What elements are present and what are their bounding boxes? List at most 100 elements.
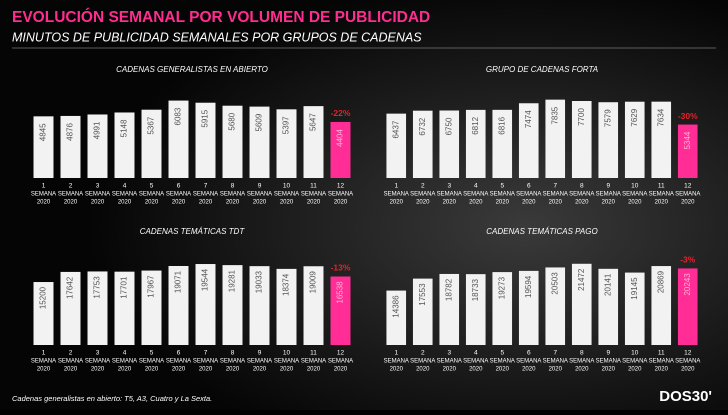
x-tick-label-line2: SEMANA bbox=[569, 359, 594, 365]
x-tick-label-line2: SEMANA bbox=[220, 192, 245, 198]
x-tick-label-line2: SEMANA bbox=[58, 359, 83, 365]
bar bbox=[598, 102, 619, 178]
value-label: 17967 bbox=[147, 275, 156, 298]
bar bbox=[222, 105, 243, 178]
x-tick-label-line3: 2020 bbox=[655, 367, 669, 373]
change-label: -13% bbox=[331, 263, 351, 273]
bar bbox=[33, 282, 54, 345]
bar bbox=[141, 270, 162, 345]
x-tick-label-line2: SEMANA bbox=[139, 359, 164, 365]
x-tick-label: 3 bbox=[447, 183, 451, 190]
x-tick-label: 1 bbox=[394, 183, 398, 190]
x-tick-label: 3 bbox=[96, 350, 100, 357]
x-tick-label-line2: SEMANA bbox=[437, 359, 462, 365]
bar bbox=[386, 113, 407, 178]
x-tick-label-line3: 2020 bbox=[549, 367, 563, 373]
x-tick-label-line2: SEMANA bbox=[437, 192, 462, 198]
x-tick-label-line2: SEMANA bbox=[85, 359, 110, 365]
value-label: 19033 bbox=[255, 270, 264, 293]
x-tick-label-line2: SEMANA bbox=[410, 359, 435, 365]
value-label: 19009 bbox=[309, 271, 318, 294]
x-tick-label-line3: 2020 bbox=[681, 200, 695, 206]
x-tick-label-line2: SEMANA bbox=[166, 192, 191, 198]
value-label: 21472 bbox=[577, 268, 586, 291]
change-label: -3% bbox=[680, 255, 696, 265]
x-tick-label-line3: 2020 bbox=[172, 367, 186, 373]
x-tick-label-line3: 2020 bbox=[416, 367, 430, 373]
x-tick-label-line2: SEMANA bbox=[274, 359, 299, 365]
x-tick-label-line2: SEMANA bbox=[220, 359, 245, 365]
x-tick-label-line2: SEMANA bbox=[516, 359, 541, 365]
x-tick-label: 2 bbox=[421, 350, 425, 357]
value-label: 7700 bbox=[577, 108, 586, 126]
bar bbox=[276, 109, 297, 178]
x-tick-label-line3: 2020 bbox=[602, 200, 616, 206]
value-label: 18733 bbox=[471, 278, 480, 301]
x-tick-label: 8 bbox=[231, 350, 235, 357]
x-tick-label: 7 bbox=[204, 350, 208, 357]
x-tick-label-line3: 2020 bbox=[443, 367, 457, 373]
x-tick-label: 10 bbox=[283, 350, 291, 357]
value-label: 19544 bbox=[201, 268, 210, 291]
charts: CADENAS GENERALISTAS EN ABIERTO48451SEMA… bbox=[31, 65, 701, 372]
value-label: 19145 bbox=[630, 277, 639, 300]
bar bbox=[571, 101, 592, 178]
x-tick-label-line3: 2020 bbox=[334, 367, 348, 373]
x-tick-label-line3: 2020 bbox=[522, 200, 536, 206]
x-tick-label: 10 bbox=[631, 183, 639, 190]
x-tick-label-line2: SEMANA bbox=[301, 359, 326, 365]
bar bbox=[276, 268, 297, 345]
value-label: 16538 bbox=[336, 281, 345, 304]
x-tick-label-line3: 2020 bbox=[681, 367, 695, 373]
value-label: 5680 bbox=[228, 112, 237, 130]
value-label: 15200 bbox=[39, 286, 48, 309]
bar bbox=[330, 276, 351, 345]
x-tick-label-line2: SEMANA bbox=[463, 359, 488, 365]
value-label: 6437 bbox=[391, 120, 400, 138]
value-label: 5609 bbox=[255, 113, 264, 131]
x-tick-label-line2: SEMANA bbox=[274, 192, 299, 198]
x-tick-label-line2: SEMANA bbox=[569, 192, 594, 198]
x-tick-label: 10 bbox=[631, 350, 639, 357]
x-tick-label: 5 bbox=[500, 183, 504, 190]
x-tick-label-line3: 2020 bbox=[469, 200, 483, 206]
bar bbox=[412, 110, 433, 178]
x-tick-label-line3: 2020 bbox=[199, 200, 213, 206]
page-title: EVOLUCIÓN SEMANAL POR VOLUMEN DE PUBLICI… bbox=[12, 8, 430, 26]
bar bbox=[330, 121, 351, 178]
value-label: 20503 bbox=[550, 272, 559, 295]
x-tick-label-line2: SEMANA bbox=[31, 359, 56, 365]
x-tick-label-line2: SEMANA bbox=[463, 192, 488, 198]
x-tick-label: 9 bbox=[258, 350, 262, 357]
x-tick-label: 4 bbox=[123, 350, 127, 357]
bar bbox=[677, 124, 698, 178]
x-tick-label-line3: 2020 bbox=[496, 200, 510, 206]
x-tick-label-line3: 2020 bbox=[64, 367, 78, 373]
x-tick-label: 11 bbox=[310, 350, 317, 357]
chart-title: GRUPO DE CADENAS FORTA bbox=[486, 65, 598, 74]
change-label: -22% bbox=[331, 108, 351, 118]
bar bbox=[518, 270, 539, 345]
bar bbox=[249, 106, 270, 178]
bar bbox=[87, 114, 108, 178]
value-label: 18374 bbox=[282, 273, 291, 296]
bar bbox=[386, 290, 407, 345]
value-label: 6732 bbox=[418, 117, 427, 135]
bar bbox=[195, 264, 216, 345]
x-tick-label: 7 bbox=[204, 183, 208, 190]
x-tick-label: 2 bbox=[69, 350, 73, 357]
x-tick-label-line3: 2020 bbox=[280, 367, 294, 373]
x-tick-label-line3: 2020 bbox=[549, 200, 563, 206]
value-label: 17753 bbox=[93, 276, 102, 299]
x-tick-label-line3: 2020 bbox=[91, 200, 105, 206]
x-tick-label-line3: 2020 bbox=[64, 200, 78, 206]
x-tick-label: 5 bbox=[150, 183, 154, 190]
bar bbox=[651, 101, 672, 178]
x-tick-label: 9 bbox=[606, 350, 610, 357]
bar bbox=[651, 266, 672, 345]
bar bbox=[168, 100, 189, 178]
value-label: 7634 bbox=[656, 108, 665, 126]
x-tick-label-line2: SEMANA bbox=[247, 359, 272, 365]
